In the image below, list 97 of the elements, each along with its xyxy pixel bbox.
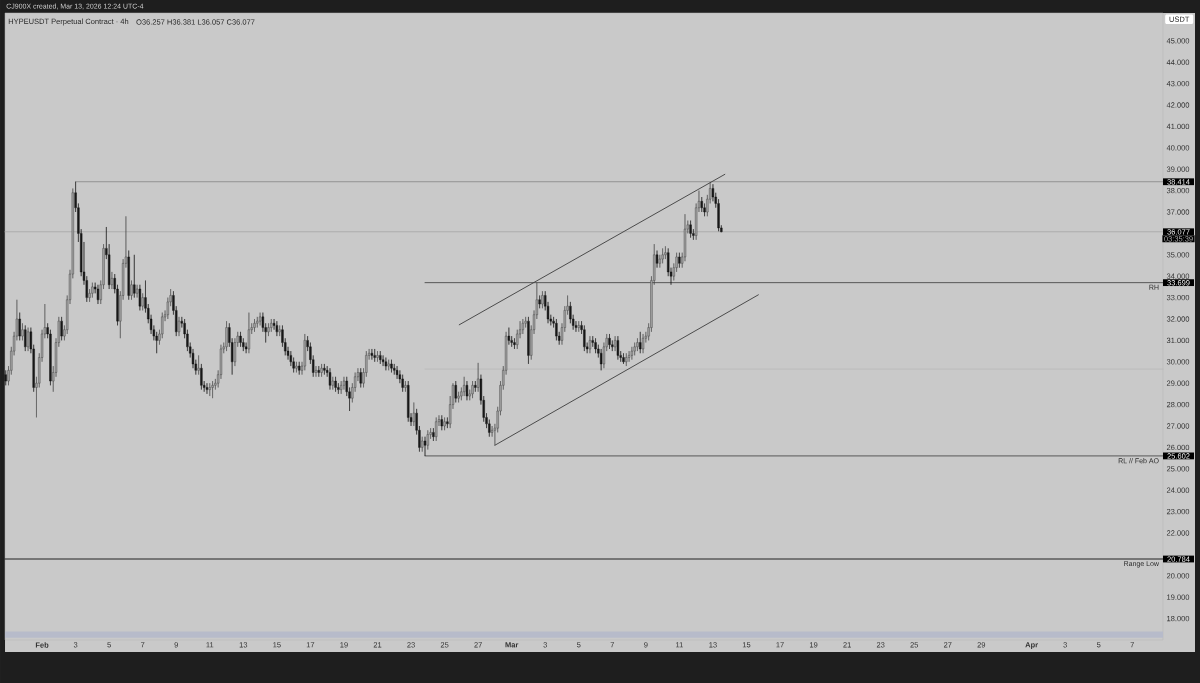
candlestick <box>421 436 424 452</box>
candlestick <box>661 248 664 264</box>
candlestick <box>454 380 457 403</box>
candlestick <box>395 365 399 380</box>
candlestick <box>471 380 474 399</box>
candlestick <box>200 363 203 390</box>
candlestick <box>211 380 214 399</box>
candlestick <box>21 323 24 341</box>
candlestick <box>270 318 273 333</box>
candlestick <box>426 430 429 450</box>
candlestick <box>303 333 306 371</box>
candlestick <box>700 196 703 213</box>
candlestick <box>256 316 259 328</box>
candlestick <box>594 338 597 354</box>
candlestick <box>317 365 320 378</box>
candlestick <box>608 333 611 350</box>
candlestick <box>328 367 332 390</box>
candlestick <box>538 295 541 309</box>
candlestick <box>457 391 460 403</box>
candlestick <box>664 246 667 260</box>
candlestick <box>463 376 466 397</box>
candlestick <box>678 252 681 268</box>
candlestick <box>435 417 438 442</box>
candlestick <box>432 427 435 442</box>
candlestick <box>521 318 525 335</box>
candlestick <box>225 320 228 352</box>
candlestick <box>96 284 100 305</box>
candlestick <box>130 280 133 300</box>
candlestick <box>390 359 393 373</box>
candlestick <box>91 282 94 298</box>
candlestick <box>443 417 446 431</box>
candlestick <box>630 346 634 360</box>
candlestick <box>633 342 636 356</box>
candlestick <box>340 380 343 395</box>
candlestick <box>446 417 449 429</box>
candlestick <box>639 331 642 354</box>
candlestick <box>275 320 279 337</box>
candlestick <box>253 318 256 333</box>
candlestick <box>26 327 30 352</box>
candlestick <box>127 250 130 300</box>
candlestick <box>527 316 530 365</box>
candlestick <box>133 254 136 298</box>
candlestick <box>465 380 469 401</box>
candlestick <box>323 363 326 375</box>
candlestick <box>373 348 376 363</box>
candlestick <box>141 293 144 311</box>
candlestick <box>379 350 382 365</box>
candlestick <box>110 271 114 290</box>
candlestick <box>401 374 404 392</box>
candlestick <box>404 380 407 392</box>
candlestick <box>342 376 346 390</box>
candlestick <box>298 361 301 375</box>
candlestick <box>381 355 385 367</box>
candlestick <box>622 353 625 365</box>
candlestick <box>208 382 211 397</box>
candlestick <box>278 325 281 337</box>
candlestick <box>555 318 558 341</box>
candlestick <box>138 284 142 311</box>
candlestick <box>295 361 298 373</box>
candlestick <box>387 359 390 371</box>
candlestick <box>334 376 337 392</box>
candlestick <box>18 312 21 341</box>
candlestick <box>393 363 396 375</box>
candlestick <box>370 348 374 360</box>
candlestick <box>440 415 443 431</box>
candlestick <box>205 382 209 395</box>
candlestick <box>625 353 628 367</box>
candlestick <box>376 350 379 363</box>
candlestick <box>384 357 388 371</box>
candlestick <box>407 380 410 422</box>
candlestick <box>412 402 415 427</box>
candlestick <box>474 380 477 392</box>
candlestick <box>359 367 362 388</box>
candlestick <box>267 323 270 337</box>
candlestick <box>135 284 139 298</box>
candlestick <box>24 325 27 352</box>
candlestick <box>513 338 516 350</box>
candlestick <box>627 350 631 363</box>
candlestick <box>197 355 200 375</box>
candlestick <box>60 316 63 341</box>
candlestick <box>616 335 620 360</box>
candlestick <box>247 312 251 354</box>
candlestick <box>636 338 639 352</box>
candlestick <box>641 333 645 354</box>
candlestick <box>599 348 603 371</box>
candlestick <box>507 327 511 345</box>
candlestick <box>689 220 692 238</box>
candlestick <box>320 363 323 378</box>
candlestick <box>588 335 592 354</box>
candlestick <box>244 342 248 354</box>
candlestick <box>239 331 242 348</box>
candlestick <box>583 325 586 352</box>
candlestick <box>541 290 544 309</box>
candlestick <box>577 320 580 333</box>
candlestick <box>331 376 334 390</box>
candlestick <box>258 312 262 326</box>
candlestick <box>4 370 7 386</box>
